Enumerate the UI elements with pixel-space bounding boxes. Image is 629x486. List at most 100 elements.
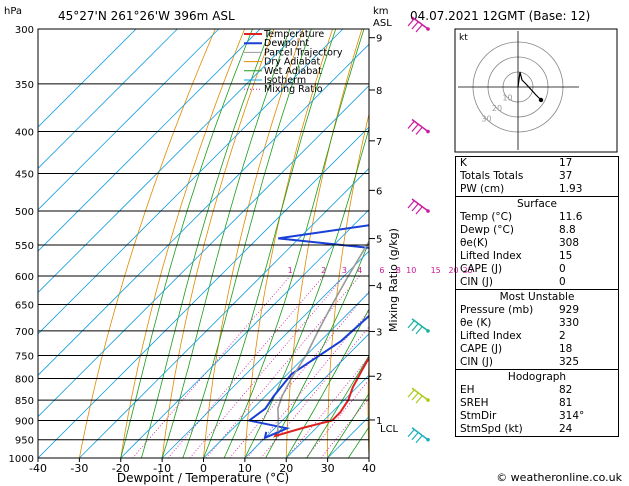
mixing-ratio-label: 4 (357, 266, 362, 275)
surface-row: Dewp (°C) 8.8 (456, 224, 618, 237)
isotherm-line (79, 167, 369, 458)
km-tick-label: 5 (376, 235, 382, 246)
lcl-label: LCL (380, 424, 399, 435)
hodo-label: SREH (460, 397, 489, 409)
x-tick-label: 30 (321, 462, 335, 475)
surface-value: 8.8 (559, 224, 576, 236)
km-tick-label: 9 (376, 34, 382, 45)
wind-barb (411, 198, 429, 212)
wind-barb (411, 16, 429, 30)
wind-barbs (407, 16, 430, 444)
km-tick-label: 7 (376, 137, 382, 148)
wind-barb (411, 387, 429, 401)
wet-adiabat (306, 354, 369, 458)
mixing-ratio-label: 6 (379, 266, 384, 275)
wet-adiabat (327, 392, 369, 458)
wind-barb-feather (411, 392, 419, 401)
wind-barb-feather (411, 203, 419, 212)
unstable-row: Pressure (mb) 929 (456, 304, 618, 317)
hodo-row: StmSpd (kt) 24 (456, 423, 618, 436)
surface-label: Temp (°C) (460, 211, 513, 223)
pressure-tick-label: 900 (15, 416, 34, 427)
wind-barb-feather (415, 435, 423, 444)
isotherm-line (161, 250, 369, 458)
unstable-label: CIN (J) (460, 356, 493, 368)
mixing-ratio-label: 15 (431, 266, 441, 275)
wind-barb-feather (411, 21, 419, 30)
index-row: Totals Totals 37 (456, 170, 618, 183)
km-tick-label: 1 (376, 416, 382, 427)
surface-value: 0 (559, 276, 566, 288)
wind-barb-base (426, 437, 430, 442)
unstable-label: Pressure (mb) (460, 304, 534, 316)
x-tick-label: 20 (279, 462, 293, 475)
hodo-row: EH 82 (456, 384, 618, 397)
pressure-tick-label: 600 (15, 272, 34, 283)
unstable-label: CAPE (J) (460, 343, 503, 355)
surface-label: CAPE (J) (460, 263, 503, 275)
wind-barb-feather (415, 127, 423, 135)
copyright: © weatheronline.co.uk (496, 471, 622, 484)
pressure-tick-label: 650 (15, 301, 34, 312)
hodo-label: StmDir (460, 410, 497, 422)
unstable-label: θe (K) (460, 317, 492, 329)
isotherm-line (38, 29, 137, 128)
mixing-ratio-line (167, 275, 324, 458)
wind-barb-feather (415, 206, 423, 215)
pressure-tick-label: 500 (15, 207, 34, 218)
surface-value: 11.6 (559, 211, 583, 223)
dry-adiabat (619, 29, 629, 458)
index-label: Totals Totals (460, 170, 524, 182)
wind-barb (411, 118, 429, 133)
wet-adiabat (141, 29, 271, 458)
x-tick-label: 10 (238, 462, 252, 475)
wind-barb-feather (407, 200, 415, 209)
hodograph-trace (517, 71, 542, 101)
asl-unit: ASL (373, 18, 392, 29)
unstable-value: 330 (559, 317, 580, 329)
hodograph-ring-label: 20 (492, 104, 502, 113)
wet-adiabat (120, 29, 253, 458)
surface-row: CIN (J) 0 (456, 276, 618, 289)
series-line-dewpoint (246, 224, 369, 440)
wind-barb-feather (407, 389, 415, 398)
surface-label: Dewp (°C) (460, 224, 514, 236)
pressure-tick-label: 300 (15, 25, 34, 36)
wind-barb-base (426, 398, 430, 402)
km-tick-label: 8 (376, 86, 382, 97)
index-row: PW (cm) 1.93 (456, 183, 618, 196)
isotherm-line (38, 29, 344, 335)
km-tick-label: 4 (376, 282, 382, 293)
dry-adiabat (161, 29, 275, 458)
isotherm-line (38, 29, 220, 211)
location-title: 45°27'N 261°26'W 396m ASL (58, 9, 235, 23)
wind-barb-base (426, 209, 430, 213)
unstable-row: θe (K) 330 (456, 317, 618, 330)
surface-label: θe(K) (460, 237, 488, 249)
km-tick-label: 3 (376, 327, 382, 338)
legend-entry: Dewpoint (264, 38, 309, 49)
dry-adiabat (367, 350, 369, 458)
hpa-unit: hPa (4, 6, 22, 17)
surface-row: Lifted Index 15 (456, 250, 618, 263)
wind-barb-feather (407, 18, 415, 27)
wind-barb-feather (415, 326, 423, 335)
hodo-value: 24 (559, 423, 573, 435)
wind-barb-feather (411, 323, 419, 332)
surface-value: 308 (559, 237, 580, 249)
x-tick-label: -40 (29, 462, 47, 475)
wind-barb-feather (407, 320, 415, 329)
x-tick-label: 0 (200, 462, 207, 475)
surface-row: θe(K) 308 (456, 237, 618, 250)
legend-entry: Wet Adiabat (264, 66, 322, 77)
isotherm-line (38, 29, 302, 294)
wind-barb-base (426, 129, 430, 134)
hodo-row: StmDir 314° (456, 410, 618, 423)
legend-entry: Isotherm (264, 75, 306, 86)
storm-motion-marker (538, 97, 544, 103)
legend-entry: Dry Adiabat (264, 57, 321, 68)
pressure-tick-label: 700 (15, 327, 34, 338)
wind-barb-feather (415, 24, 423, 33)
